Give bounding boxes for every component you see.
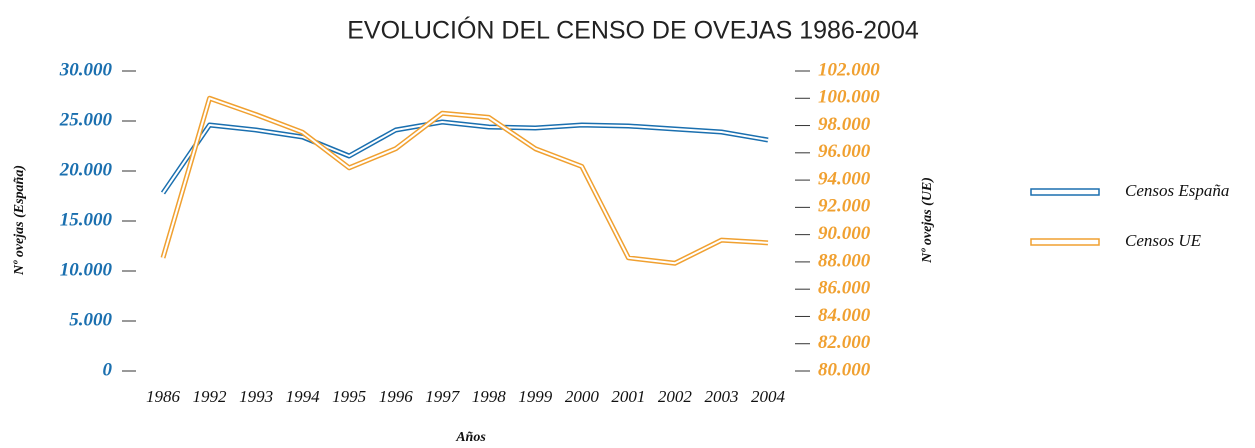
x-tick-label: 1998 [472, 387, 507, 406]
x-tick-label: 2004 [751, 387, 786, 406]
y-tick-label: 30.000 [59, 59, 113, 80]
y2-tick-label: 84.000 [818, 305, 871, 326]
x-tick-label: 1997 [425, 387, 461, 406]
x-tick-label: 2001 [611, 387, 645, 406]
y2-tick-label: 80.000 [818, 359, 871, 380]
y2-tick-label: 100.000 [818, 87, 880, 108]
legend-swatch [1030, 238, 1100, 246]
legend-label: Censos España [1125, 181, 1229, 200]
series-line-inner [162, 121, 769, 194]
x-axis-label: Años [455, 430, 486, 445]
x-tick-label: 1993 [239, 387, 273, 406]
y2-tick-label: 92.000 [818, 196, 871, 217]
y2-tick-label: 82.000 [818, 332, 871, 353]
y2-tick-label: 90.000 [818, 223, 871, 244]
y2-tick-label: 86.000 [818, 278, 871, 299]
x-tick-label: 1992 [193, 387, 228, 406]
x-tick-label: 1995 [332, 387, 366, 406]
legend-swatch [1030, 188, 1100, 196]
y-tick-label: 25.000 [59, 109, 113, 130]
y2-axis-label: Nº ovejas (UE) [920, 177, 935, 264]
y-tick-label: 5.000 [69, 309, 112, 330]
y-axis-label: Nº ovejas (España) [12, 165, 27, 276]
y-tick-label: 15.000 [60, 209, 113, 230]
y-tick-label: 10.000 [60, 259, 113, 280]
chart-title: EVOLUCIÓN DEL CENSO DE OVEJAS 1986-2004 [347, 16, 919, 45]
y2-tick-label: 102.000 [818, 59, 880, 80]
y2-tick-label: 96.000 [818, 141, 871, 162]
y2-tick-label: 98.000 [818, 114, 871, 135]
x-tick-label: 1994 [286, 387, 321, 406]
x-tick-label: 2003 [704, 387, 738, 406]
y2-tick-label: 88.000 [818, 250, 871, 271]
series-line [160, 119, 769, 195]
y-tick-label: 0 [103, 359, 113, 380]
x-tick-label: 2000 [565, 387, 600, 406]
x-tick-label: 2002 [658, 387, 693, 406]
x-tick-label: 1986 [146, 387, 181, 406]
x-tick-label: 1999 [518, 387, 553, 406]
x-tick-label: 1996 [379, 387, 414, 406]
legend-label: Censos UE [1125, 231, 1202, 250]
series-line-inner [162, 97, 769, 265]
y-tick-label: 20.000 [59, 159, 113, 180]
y2-tick-label: 94.000 [818, 168, 871, 189]
